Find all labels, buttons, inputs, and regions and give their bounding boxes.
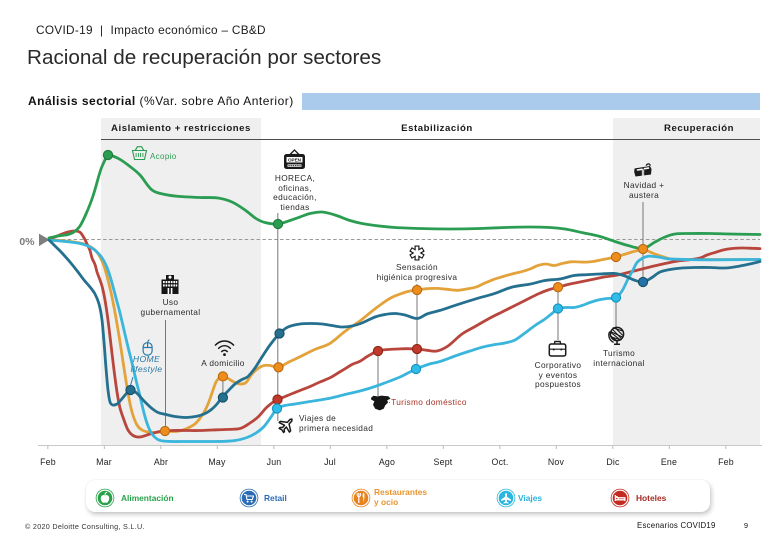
- svg-text:OPEN: OPEN: [288, 158, 302, 163]
